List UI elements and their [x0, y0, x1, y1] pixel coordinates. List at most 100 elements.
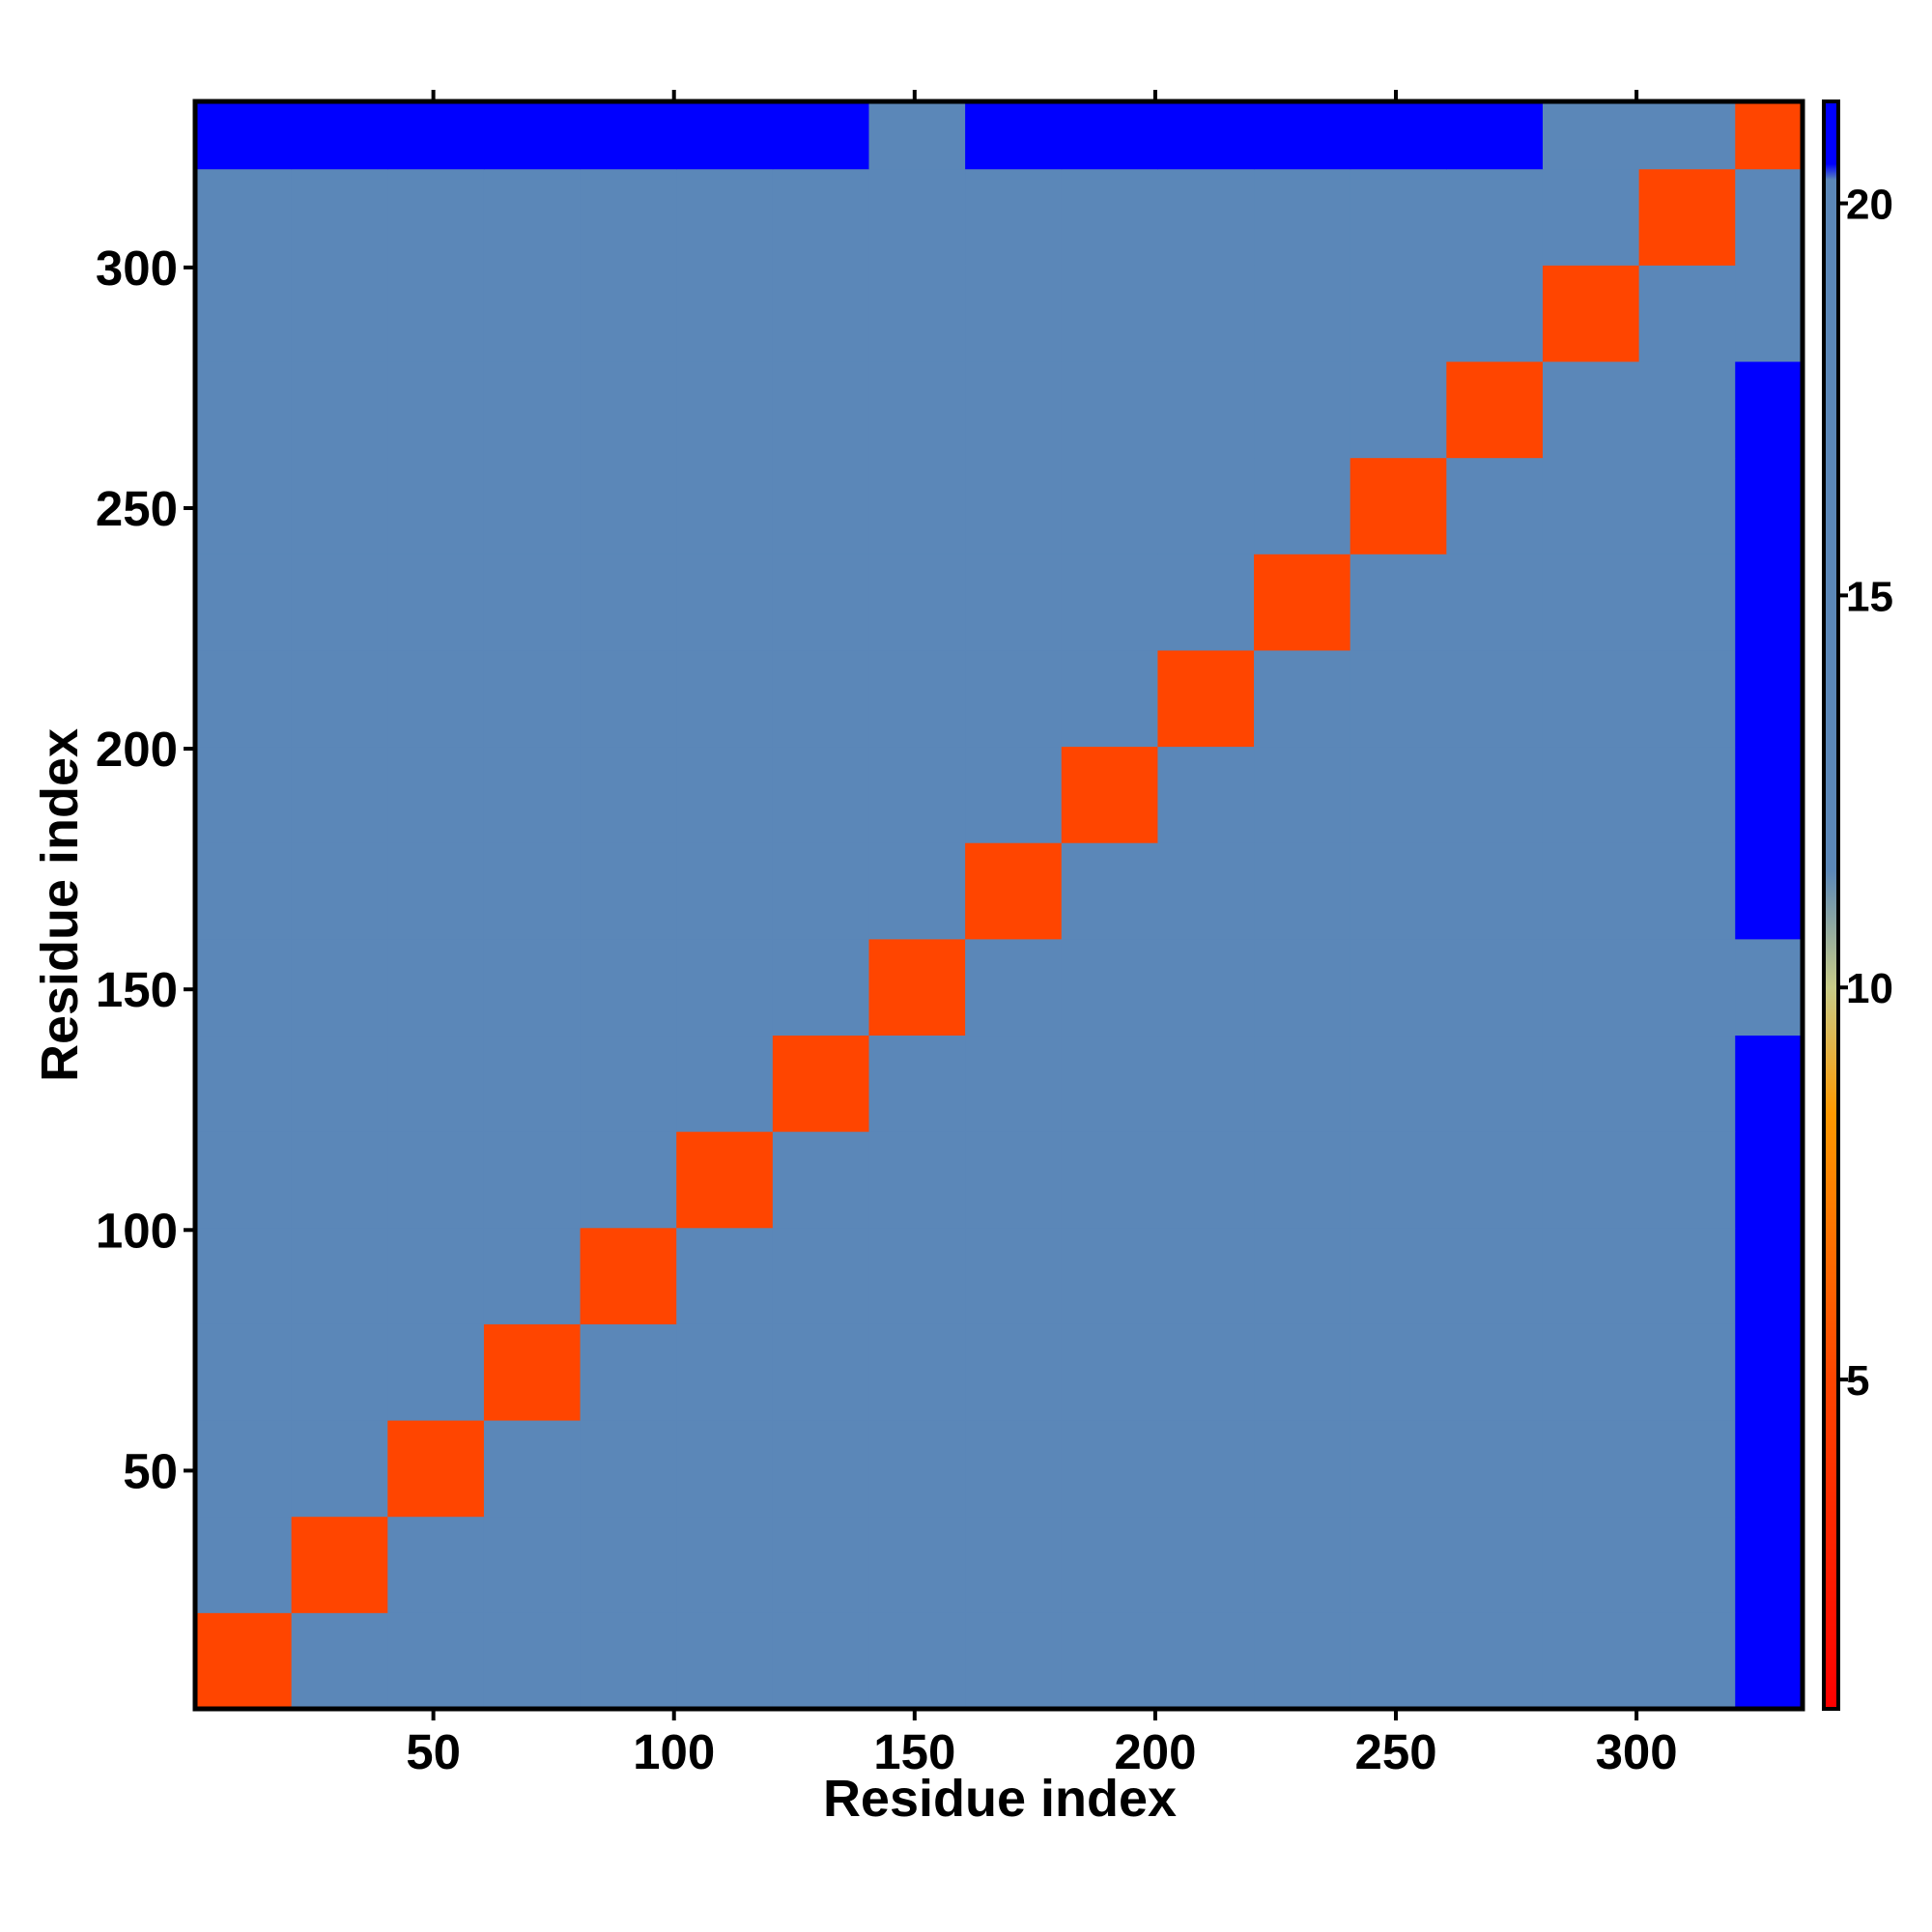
heatmap-cell — [676, 554, 774, 651]
heatmap-cell — [1446, 746, 1544, 843]
heatmap-cell — [1446, 1420, 1544, 1518]
heatmap-cell — [387, 1035, 485, 1132]
heatmap-cell — [387, 938, 485, 1037]
heatmap-cell — [1350, 1420, 1447, 1518]
heatmap-cell — [965, 1516, 1063, 1613]
heatmap-cell — [1638, 1035, 1736, 1132]
heatmap-cell — [1735, 1516, 1804, 1613]
heatmap-cell — [868, 457, 966, 554]
heatmap-cell — [483, 842, 582, 940]
heatmap-cell — [676, 1323, 774, 1421]
heatmap-cell — [483, 168, 582, 266]
heatmap-cell — [1254, 1612, 1351, 1710]
heatmap-cell — [1061, 746, 1158, 843]
heatmap-cell — [1061, 265, 1158, 362]
heatmap-cell — [676, 842, 774, 940]
heatmap-cell — [195, 649, 293, 748]
heatmap-cell — [1061, 1323, 1158, 1421]
heatmap-cell — [1735, 457, 1804, 554]
heatmap-cell — [1446, 1131, 1544, 1229]
heatmap-cell — [1735, 554, 1804, 651]
heatmap-cell — [965, 101, 1063, 170]
heatmap-cell — [1735, 1131, 1804, 1229]
heatmap-cell — [868, 554, 966, 651]
heatmap-cell — [1350, 1323, 1447, 1421]
heatmap-cell — [1542, 842, 1640, 940]
heatmap-cell — [580, 938, 677, 1037]
heatmap-cell — [772, 1131, 869, 1229]
heatmap-cell — [1061, 938, 1158, 1037]
heatmap-cell — [483, 649, 582, 748]
heatmap-cell — [483, 457, 582, 554]
heatmap-cell — [387, 168, 485, 266]
heatmap-cell — [387, 361, 485, 459]
heatmap-cell — [483, 1516, 582, 1613]
heatmap-cell — [1735, 1420, 1804, 1518]
heatmap-cell — [1735, 265, 1804, 362]
heatmap-cell — [965, 168, 1063, 266]
heatmap-cell — [387, 1516, 485, 1613]
heatmap — [195, 101, 1804, 1710]
y-tick-label: 250 — [96, 481, 178, 536]
heatmap-cell — [580, 265, 677, 362]
heatmap-cell — [1735, 1035, 1804, 1132]
heatmap-cell — [387, 842, 485, 940]
heatmap-cell — [676, 101, 774, 170]
heatmap-cell — [868, 361, 966, 459]
heatmap-cell — [1735, 842, 1804, 940]
heatmap-cell — [291, 938, 388, 1037]
heatmap-cell — [1350, 1612, 1447, 1710]
heatmap-cell — [580, 1612, 677, 1710]
heatmap-cell — [772, 457, 869, 554]
heatmap-cell — [195, 1516, 293, 1613]
heatmap-cell — [195, 938, 293, 1037]
heatmap-cell — [580, 842, 677, 940]
heatmap-cell — [868, 649, 966, 748]
heatmap-cell — [1446, 361, 1544, 459]
heatmap-cell — [580, 746, 677, 843]
heatmap-cell — [1061, 168, 1158, 266]
heatmap-cell — [772, 1227, 869, 1324]
heatmap-cell — [483, 938, 582, 1037]
heatmap-cell — [1638, 938, 1736, 1037]
y-tick-label: 150 — [96, 962, 178, 1017]
heatmap-cell — [1542, 1227, 1640, 1324]
colorbar-tick-label: 15 — [1846, 573, 1893, 620]
heatmap-cell — [772, 842, 869, 940]
heatmap-cell — [1157, 265, 1255, 362]
heatmap-cell — [195, 1323, 293, 1421]
heatmap-cell — [1542, 1323, 1640, 1421]
heatmap-cell — [965, 457, 1063, 554]
heatmap-cell — [868, 1227, 966, 1324]
heatmap-cell — [1350, 168, 1447, 266]
heatmap-cell — [291, 554, 388, 651]
heatmap-cell — [291, 1323, 388, 1421]
y-tick-label: 50 — [123, 1443, 178, 1498]
heatmap-cell — [965, 1035, 1063, 1132]
heatmap-cell — [965, 649, 1063, 748]
heatmap-cell — [1157, 168, 1255, 266]
heatmap-cell — [580, 168, 677, 266]
x-tick-label: 250 — [1354, 1724, 1436, 1779]
heatmap-cell — [1350, 938, 1447, 1037]
heatmap-cell — [772, 1612, 869, 1710]
heatmap-cell — [1157, 457, 1255, 554]
heatmap-cell — [195, 265, 293, 362]
heatmap-cell — [1542, 265, 1640, 362]
heatmap-cell — [1254, 101, 1351, 170]
heatmap-cell — [772, 938, 869, 1037]
heatmap-cell — [580, 1227, 677, 1324]
heatmap-cell — [965, 1612, 1063, 1710]
heatmap-cell — [195, 746, 293, 843]
heatmap-cell — [868, 1516, 966, 1613]
heatmap-cell — [1542, 1035, 1640, 1132]
heatmap-cell — [868, 842, 966, 940]
heatmap-cell — [387, 746, 485, 843]
heatmap-cell — [772, 101, 869, 170]
heatmap-cell — [1061, 457, 1158, 554]
heatmap-cell — [580, 1420, 677, 1518]
heatmap-cell — [1157, 1420, 1255, 1518]
heatmap-cell — [965, 1227, 1063, 1324]
heatmap-cell — [580, 361, 677, 459]
